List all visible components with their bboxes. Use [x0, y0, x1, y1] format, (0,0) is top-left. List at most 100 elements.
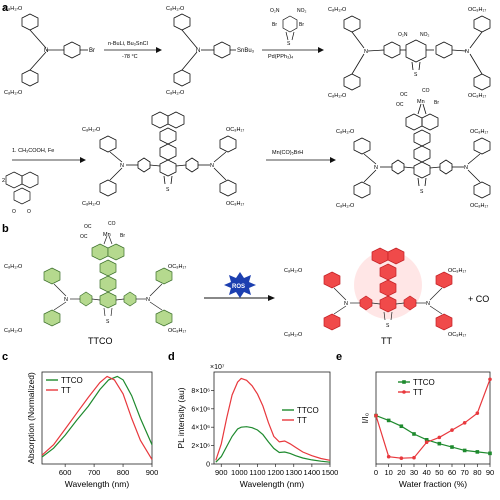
data-point-ttco [462, 448, 467, 453]
nitrogen-label: N [120, 163, 124, 169]
nitrogen-label: N [374, 165, 378, 171]
substituent-label: OC₈H₁₇ [470, 129, 488, 135]
x-tick-label: 900 [146, 468, 159, 477]
ttco-bonds [53, 235, 163, 317]
y-tick-label: 0 [206, 462, 210, 469]
series-line-ttco [41, 375, 153, 458]
legend-entry-tt: TT [61, 386, 71, 395]
data-point-tt [374, 413, 378, 418]
oxygen-label: O [12, 209, 16, 215]
y-axis-label: I/I₀ [360, 412, 370, 423]
chart-pl-intensity: 900 1000 1100 1200 1300 1400 1500 0 2×10⁶ 4×10⁶ 6×… [176, 364, 338, 489]
y-tick-label: 4×10⁶ [191, 425, 210, 432]
arrowhead [330, 157, 336, 163]
data-point-ttco [412, 432, 416, 436]
data-point-tt [488, 377, 492, 382]
bromine-label: Br [89, 48, 95, 54]
series-line-tt [41, 375, 153, 460]
molecule-phenanthroline-dione [5, 171, 39, 205]
x-tick-label: 40 [422, 468, 430, 477]
molecule-dibromo-benzothiadiazole [282, 15, 298, 41]
series-line-tt [375, 379, 491, 459]
plot-frame [213, 371, 331, 465]
substituent-label: OC₈H₁₇ [226, 201, 244, 207]
nitro-label: NO₂ [420, 32, 430, 38]
ros-label: ROS [232, 284, 245, 290]
substituent-label: C₈H₁₇O [82, 201, 101, 207]
y-tick-label: 6×10⁶ [191, 406, 210, 413]
phenyl-ring [173, 13, 191, 31]
nitrogen-label: N [210, 163, 214, 169]
co-product-label: + CO [468, 294, 489, 304]
nitrogen-label: N [465, 49, 469, 55]
molecule-ttco [43, 243, 173, 327]
legend-marker [402, 390, 406, 394]
x-tick-label: 90 [486, 468, 494, 477]
substituent-label: C₈H₁₇O [4, 90, 23, 96]
nitro-label: O₂N [270, 8, 280, 14]
arrowhead [318, 47, 324, 53]
substituent-label: C₈H₁₇O [4, 6, 23, 12]
data-point-tt [475, 411, 480, 415]
x-axis-label: Wavelength (nm) [240, 479, 305, 489]
bromine-label: Br [120, 233, 125, 239]
legend-entry-ttco: TTCO [297, 406, 319, 415]
panel-label-a: a [2, 2, 9, 14]
panel-b: b Mn [2, 221, 489, 346]
nitro-label: O₂N [398, 32, 408, 38]
sulfur-label: S [166, 187, 170, 193]
plot-frame [41, 371, 153, 465]
tt-name: TT [381, 336, 392, 346]
molecule-dinitro-product [343, 15, 491, 91]
y-tick-label: 2×10⁶ [191, 443, 210, 450]
ttco-name: TTCO [88, 336, 113, 346]
carbonyl-label: OC [396, 102, 404, 108]
substituent-label: C₈H₁₇O [336, 203, 355, 209]
series-line-ttco [375, 415, 491, 454]
molecule-bromo-triarylamine [21, 13, 88, 87]
x-tick-label: 800 [117, 468, 130, 477]
substituent-label: OC₈H₁₇ [470, 203, 488, 209]
arrowhead [156, 47, 162, 53]
x-tick-label: 600 [59, 468, 72, 477]
y-axis-label: Absorption (Normalized) [26, 372, 36, 464]
x-tick-label: 30 [410, 468, 418, 477]
substituent-label: OC₈H₁₇ [448, 332, 466, 338]
manganese-label: Mn [417, 99, 425, 105]
y-scale-label: ×10⁷ [210, 364, 225, 371]
x-axis-label: Wavelength (nm) [65, 479, 130, 489]
substituent-label: OC₈H₁₇ [168, 264, 186, 270]
data-point-ttco [488, 451, 492, 456]
reagent-label: n-BuLi, Bu₃SnCl [108, 41, 148, 47]
data-point-tt [450, 428, 454, 432]
x-tick-label: 80 [473, 468, 481, 477]
data-point-ttco [450, 445, 454, 449]
data-point-ttco [437, 441, 442, 446]
nitrogen-label: N [426, 301, 430, 307]
sulfur-label: S [414, 72, 418, 78]
x-tick-label: 1500 [322, 468, 339, 477]
x-tick-label: 1200 [267, 468, 284, 477]
substituent-label: OC₈H₁₇ [468, 93, 486, 99]
nitrogen-label: N [146, 297, 150, 303]
panel-label-e: e [336, 351, 342, 363]
reagent-label: 1. CH₃COOH, Fe [12, 148, 54, 154]
arrowhead [268, 295, 275, 301]
x-tick-label: 20 [397, 468, 405, 477]
panel-label-d: d [168, 351, 175, 363]
x-tick-label: 1100 [249, 468, 265, 477]
panel-label-b: b [2, 223, 9, 235]
substituent-label: C₈H₁₇O [328, 93, 347, 99]
data-point-tt [386, 454, 391, 459]
substituent-label: C₈H₁₇O [4, 264, 23, 270]
series-line-tt [215, 377, 331, 461]
nitrogen-label: N [44, 48, 48, 54]
substituent-label: C₈H₁₇O [166, 6, 185, 12]
substituent-label: C₈H₁₇O [82, 127, 101, 133]
carbonyl-label: OC [400, 92, 408, 98]
molecule-tt-precursor [99, 111, 237, 197]
molecule-tt [323, 247, 453, 331]
phenyl-ring [63, 41, 81, 59]
legend-entry-tt: TT [413, 388, 423, 397]
molecule-stannane [173, 13, 236, 87]
